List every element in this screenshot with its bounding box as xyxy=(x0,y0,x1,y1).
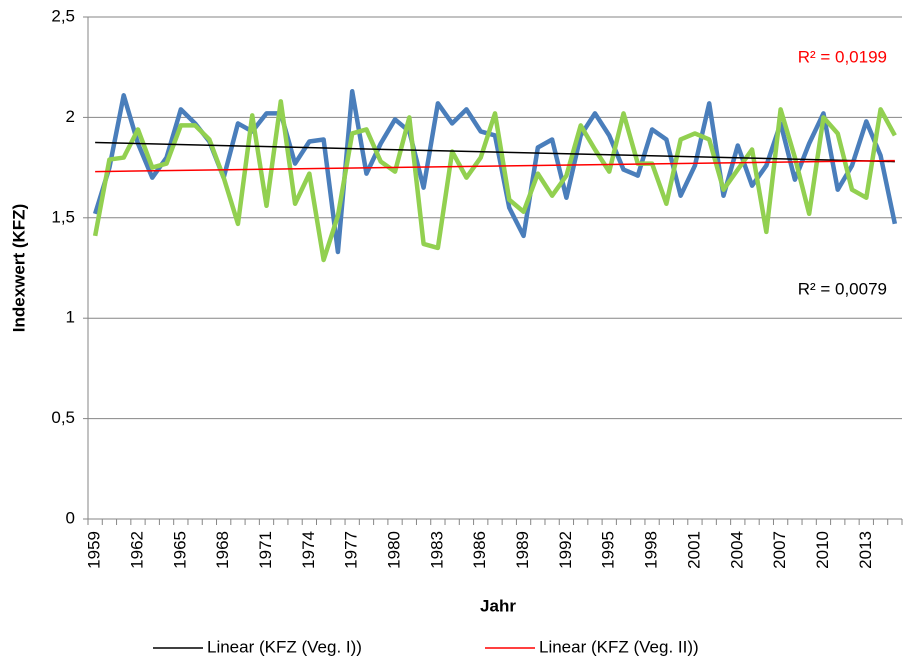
x-tick-label: 1971 xyxy=(256,531,275,569)
y-tick-label: 1 xyxy=(66,308,75,327)
y-tick-label: 2 xyxy=(66,107,75,126)
x-tick-label: 2004 xyxy=(727,531,746,569)
x-tick-label: 1989 xyxy=(513,531,532,569)
x-tick-label: 2001 xyxy=(684,531,703,569)
x-tick-label: 1995 xyxy=(599,531,618,569)
r-squared: R² = 0,0079 xyxy=(798,279,887,298)
data-line xyxy=(92,99,897,263)
y-tick-label: 0 xyxy=(66,508,75,527)
x-tick-label: 1959 xyxy=(85,531,104,569)
data-line xyxy=(92,89,898,255)
x-tick-label: 2007 xyxy=(770,531,789,569)
x-tick-label: 1965 xyxy=(170,531,189,569)
x-tick-label: 1998 xyxy=(642,531,661,569)
y-tick-label: 2,5 xyxy=(51,6,75,25)
r-squared: R² = 0,0199 xyxy=(798,47,887,66)
x-tick-label: 2010 xyxy=(813,531,832,569)
x-tick-label: 1977 xyxy=(342,531,361,569)
x-axis-label: Jahr xyxy=(480,596,516,615)
x-tick-label: 1986 xyxy=(470,531,489,569)
trend-line xyxy=(95,159,895,173)
legend-label: Linear (KFZ (Veg. II)) xyxy=(539,637,699,656)
y-tick-label: 0,5 xyxy=(51,408,75,427)
x-tick-label: 1968 xyxy=(213,531,232,569)
y-tick-label: 1,5 xyxy=(51,207,75,226)
x-tick-label: 1962 xyxy=(127,531,146,569)
y-axis-label: Indexwert (KFZ) xyxy=(9,204,28,332)
legend-label: Linear (KFZ (Veg. I)) xyxy=(207,637,362,656)
x-tick-label: 1983 xyxy=(427,531,446,569)
x-tick-label: 1980 xyxy=(385,531,404,569)
x-tick-label: 1992 xyxy=(556,531,575,569)
x-tick-label: 2013 xyxy=(856,531,875,569)
trend-line xyxy=(95,141,895,163)
x-tick-label: 1974 xyxy=(299,531,318,569)
